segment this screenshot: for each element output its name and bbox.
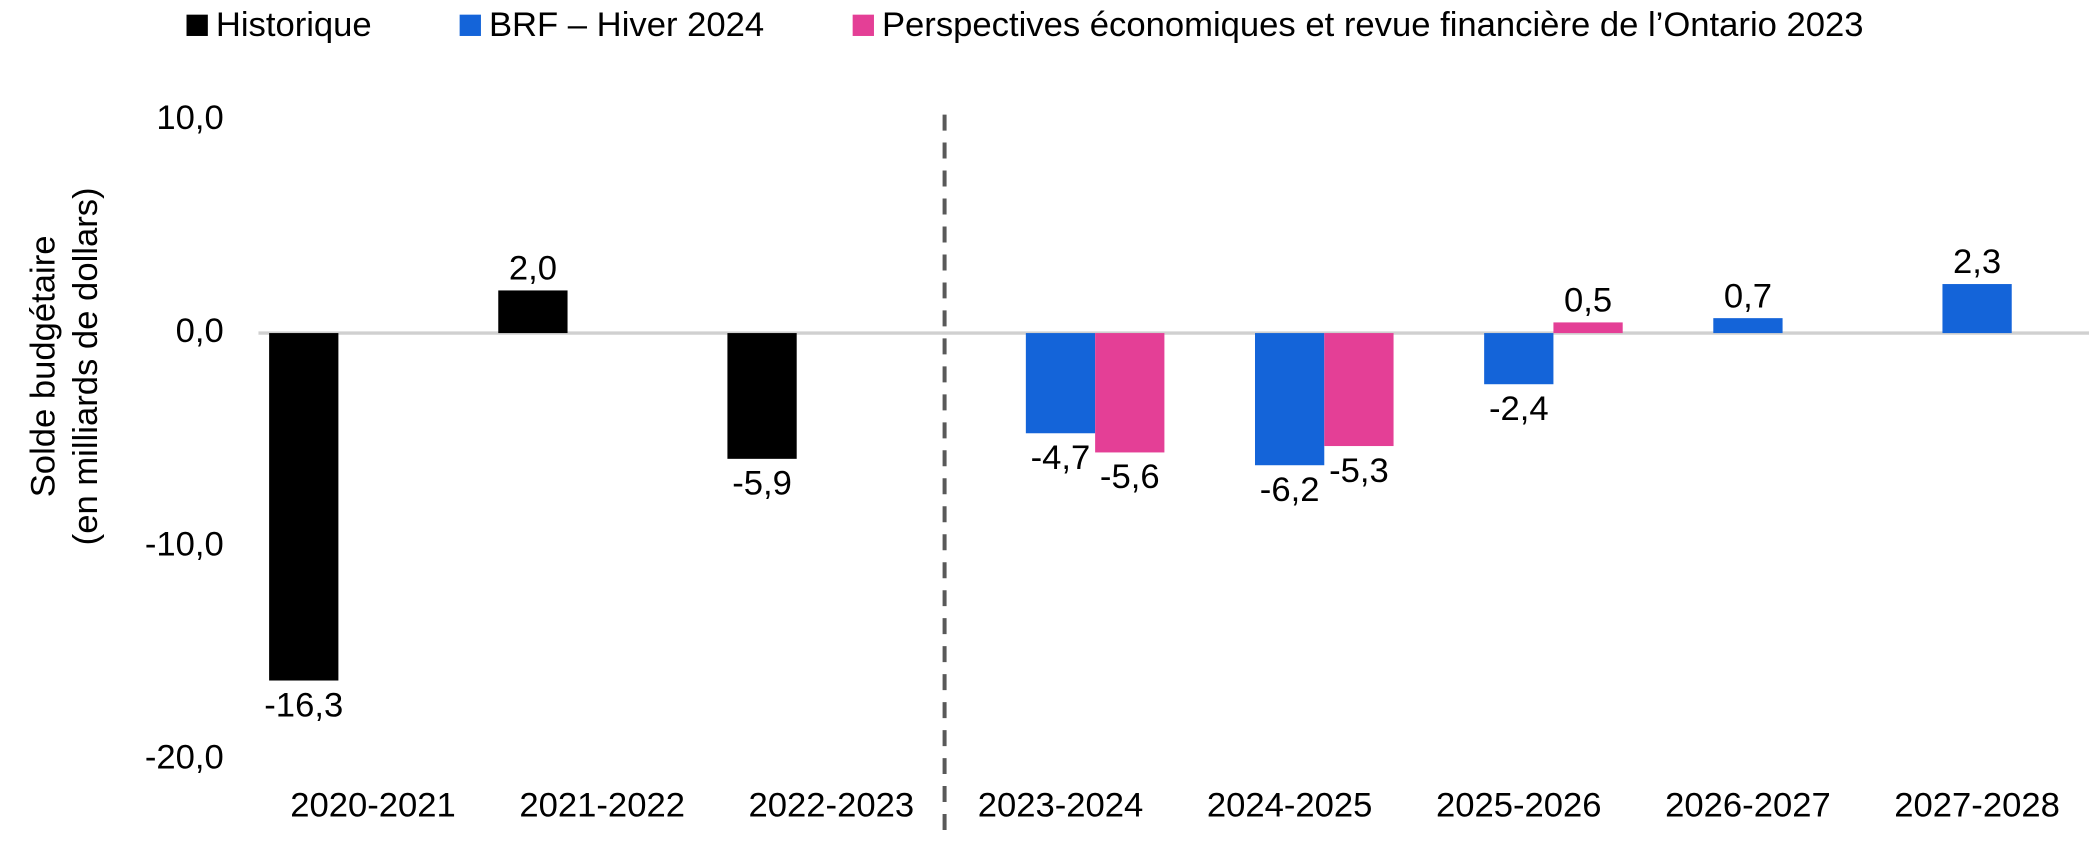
bar [269, 333, 339, 681]
bar [727, 333, 797, 459]
x-tick-label: 2026-2027 [1665, 786, 1831, 824]
y-axis-label-line: Solde budgétaire [24, 235, 62, 497]
legend-label: Perspectives économiques et revue financ… [882, 6, 1864, 44]
value-label: -5,6 [1100, 458, 1160, 496]
bar [1713, 318, 1783, 334]
y-axis-label: Solde budgétaire (en milliards de dollar… [24, 187, 105, 545]
bar [1942, 284, 2012, 334]
value-label: 0,7 [1724, 277, 1772, 315]
y-tick-label: 10,0 [156, 99, 223, 137]
x-tick-label: 2020-2021 [290, 786, 456, 824]
x-tick-label: 2027-2028 [1894, 786, 2060, 824]
value-label: -4,7 [1031, 439, 1091, 477]
x-tick-label: 2024-2025 [1207, 786, 1373, 824]
bar [1553, 322, 1623, 334]
bar [1254, 333, 1325, 466]
value-label: -16,3 [264, 686, 343, 724]
y-tick-label: 0,0 [176, 312, 224, 350]
x-tick-label: 2023-2024 [978, 786, 1144, 824]
bar [1095, 333, 1165, 453]
value-label: -5,3 [1329, 452, 1389, 490]
y-tick-label: -10,0 [145, 525, 224, 563]
bar [1025, 333, 1096, 434]
y-axis-label-line: (en milliards de dollars) [67, 187, 105, 545]
legend-swatch [459, 14, 481, 36]
bar [1484, 333, 1554, 385]
value-label: -6,2 [1260, 471, 1320, 509]
legend-label: BRF – Hiver 2024 [489, 6, 764, 44]
y-tick-label: -20,0 [145, 739, 224, 777]
value-label: 0,5 [1564, 282, 1612, 320]
value-label: 2,0 [509, 250, 557, 288]
bar [498, 290, 568, 334]
legend-swatch [186, 14, 208, 36]
legend-swatch [852, 14, 874, 36]
value-label: -2,4 [1489, 390, 1549, 428]
x-tick-label: 2021-2022 [519, 786, 685, 824]
legend-label: Historique [216, 6, 372, 44]
value-label: -5,9 [732, 465, 792, 503]
value-label: 2,3 [1953, 243, 2001, 281]
x-tick-label: 2025-2026 [1436, 786, 1602, 824]
x-tick-label: 2022-2023 [749, 786, 915, 824]
bar [1324, 333, 1394, 447]
